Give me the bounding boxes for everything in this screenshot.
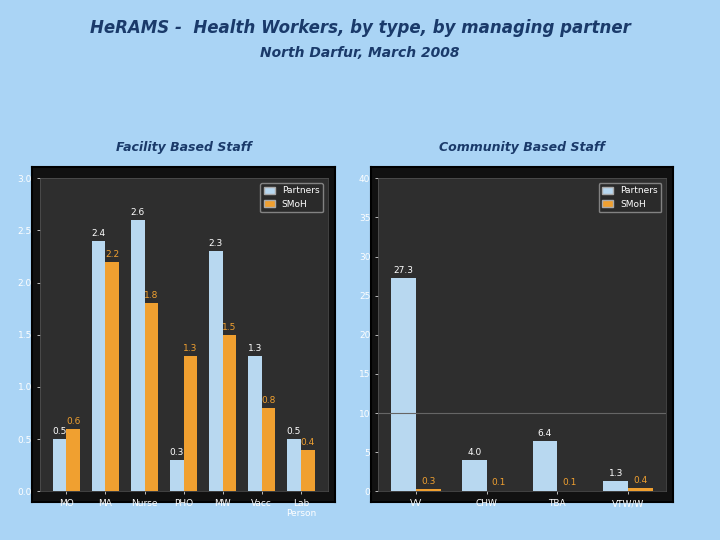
Bar xyxy=(222,335,236,491)
Text: 1.3: 1.3 xyxy=(248,343,262,353)
Text: 0.3: 0.3 xyxy=(170,448,184,457)
Text: 2.3: 2.3 xyxy=(209,239,223,248)
Bar xyxy=(391,278,416,491)
Bar xyxy=(603,481,628,491)
Bar xyxy=(533,441,557,491)
Text: 1.5: 1.5 xyxy=(222,323,237,332)
Text: 6.4: 6.4 xyxy=(538,429,552,438)
Text: 0.4: 0.4 xyxy=(634,476,648,485)
Bar xyxy=(301,450,315,491)
Text: 4.0: 4.0 xyxy=(467,448,482,457)
Text: 0.5: 0.5 xyxy=(53,427,67,436)
Text: 1.3: 1.3 xyxy=(608,469,623,478)
Text: 0.3: 0.3 xyxy=(421,477,436,486)
Text: North Darfur, March 2008: North Darfur, March 2008 xyxy=(260,46,460,60)
Legend: Partners, SMoH: Partners, SMoH xyxy=(598,183,662,212)
Text: 2.2: 2.2 xyxy=(105,249,120,259)
Bar xyxy=(287,439,301,491)
Bar xyxy=(462,460,487,491)
Legend: Partners, SMoH: Partners, SMoH xyxy=(260,183,323,212)
Text: 0.1: 0.1 xyxy=(562,478,577,488)
Bar xyxy=(248,356,262,491)
Text: 0.5: 0.5 xyxy=(287,427,301,436)
Bar xyxy=(66,429,80,491)
Bar xyxy=(53,439,66,491)
Bar xyxy=(262,408,276,491)
Text: 0.4: 0.4 xyxy=(300,437,315,447)
Text: 0.6: 0.6 xyxy=(66,417,81,426)
Bar xyxy=(170,460,184,491)
Bar xyxy=(131,220,145,491)
Text: Community Based Staff: Community Based Staff xyxy=(439,141,605,154)
Text: 27.3: 27.3 xyxy=(393,266,413,274)
Text: 0.1: 0.1 xyxy=(492,478,506,488)
Text: Facility Based Staff: Facility Based Staff xyxy=(116,141,251,154)
Bar xyxy=(184,356,197,491)
Text: 2.6: 2.6 xyxy=(130,208,145,217)
Bar xyxy=(209,251,222,491)
Bar xyxy=(91,241,105,491)
Text: 0.8: 0.8 xyxy=(261,396,276,405)
Bar xyxy=(416,489,441,491)
Text: 1.8: 1.8 xyxy=(144,292,158,300)
Text: 2.4: 2.4 xyxy=(91,229,106,238)
Text: 1.3: 1.3 xyxy=(184,343,197,353)
Text: HeRAMS -  Health Workers, by type, by managing partner: HeRAMS - Health Workers, by type, by man… xyxy=(89,19,631,37)
Bar xyxy=(105,262,119,491)
Bar xyxy=(145,303,158,491)
Bar xyxy=(628,488,653,491)
